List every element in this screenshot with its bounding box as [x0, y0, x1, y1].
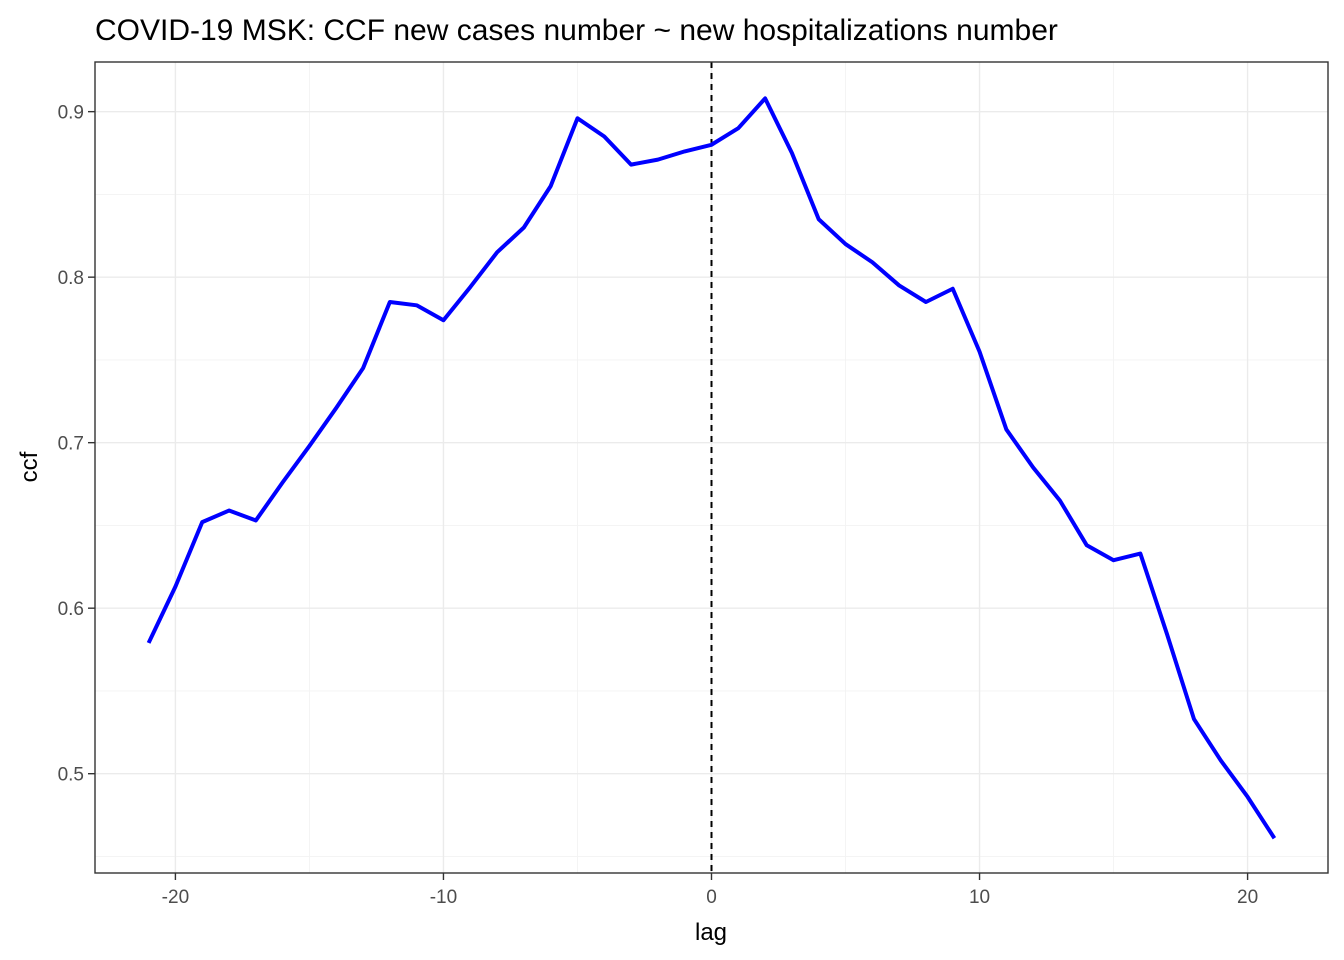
y-tick-label: 0.5: [58, 765, 84, 786]
x-tick-label: 20: [1237, 887, 1258, 908]
x-tick-label: 0: [706, 887, 717, 908]
x-tick-label: 10: [969, 887, 990, 908]
x-axis-title: lag: [695, 919, 727, 946]
series-line-ccf: [146, 96, 1277, 840]
chart-title: COVID-19 MSK: CCF new cases number ~ new…: [95, 14, 1058, 47]
x-tick-label: -10: [430, 887, 457, 908]
y-tick-label: 0.8: [58, 268, 84, 289]
y-axis: 0.5 0.6 0.7 0.8 0.9: [58, 103, 95, 786]
y-tick-label: 0.6: [58, 599, 84, 620]
y-axis-title: ccf: [16, 451, 43, 482]
y-tick-label: 0.9: [58, 103, 84, 124]
x-axis: -20 -10 0 10 20: [162, 873, 1258, 908]
y-tick-label: 0.7: [58, 434, 84, 455]
x-tick-label: -20: [162, 887, 189, 908]
